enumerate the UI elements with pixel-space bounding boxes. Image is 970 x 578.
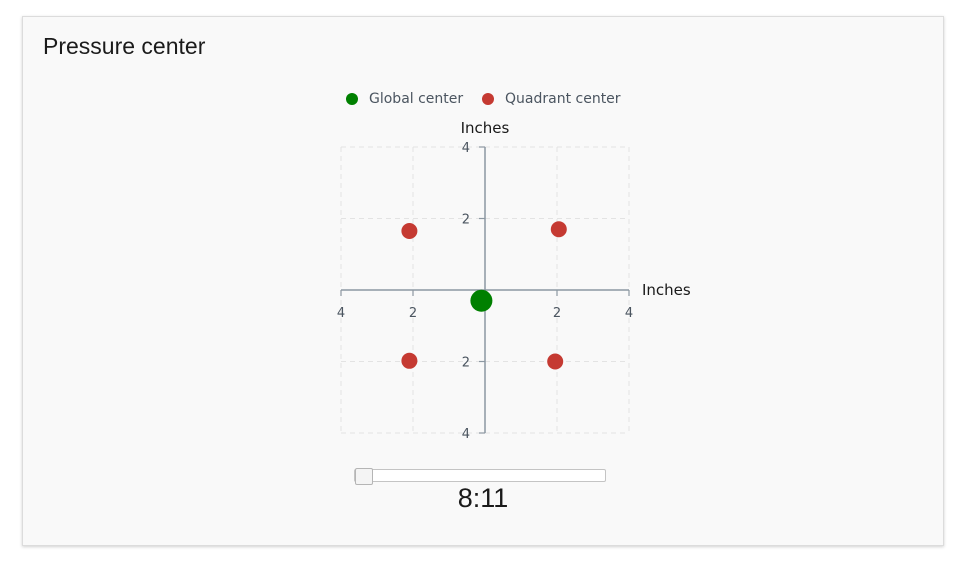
card-title: Pressure center [43,33,206,59]
global-center-point [470,289,493,312]
legend-item-global-center[interactable]: Global center [346,91,463,107]
quadrant-center-point [401,352,418,369]
legend-item-quadrant-center[interactable]: Quadrant center [482,91,621,107]
legend-dot-global-center-icon [346,93,358,105]
y-tick-label: 2 [462,356,470,371]
legend-label-global-center: Global center [369,91,464,107]
quadrant-center-point [550,221,567,238]
legend-dot-quadrant-center-icon [482,93,494,105]
time-slider-thumb[interactable] [355,468,373,485]
x-tick-label: 2 [409,306,417,321]
y-tick-label: 4 [462,141,470,156]
y-tick-label: 2 [462,213,470,228]
pressure-scatter-chart: 4 2 2 4 4 2 2 4 Inches Inches [337,119,691,442]
quadrant-center-point [401,223,418,240]
legend-label-quadrant-center: Quadrant center [505,91,621,107]
time-value-label: 8:11 [457,483,509,513]
quadrant-center-point [547,353,564,370]
x-tick-label: 2 [553,306,561,321]
pressure-center-card: Pressure center Global center Quadrant c… [22,16,944,546]
chart-legend: Global center Quadrant center [23,91,945,109]
x-axis-label: Inches [642,281,691,299]
x-tick-label: 4 [337,306,345,321]
x-tick-label: 4 [625,306,633,321]
time-slider[interactable] [354,468,606,485]
y-tick-label: 4 [462,427,470,442]
y-axis-label: Inches [461,119,510,137]
